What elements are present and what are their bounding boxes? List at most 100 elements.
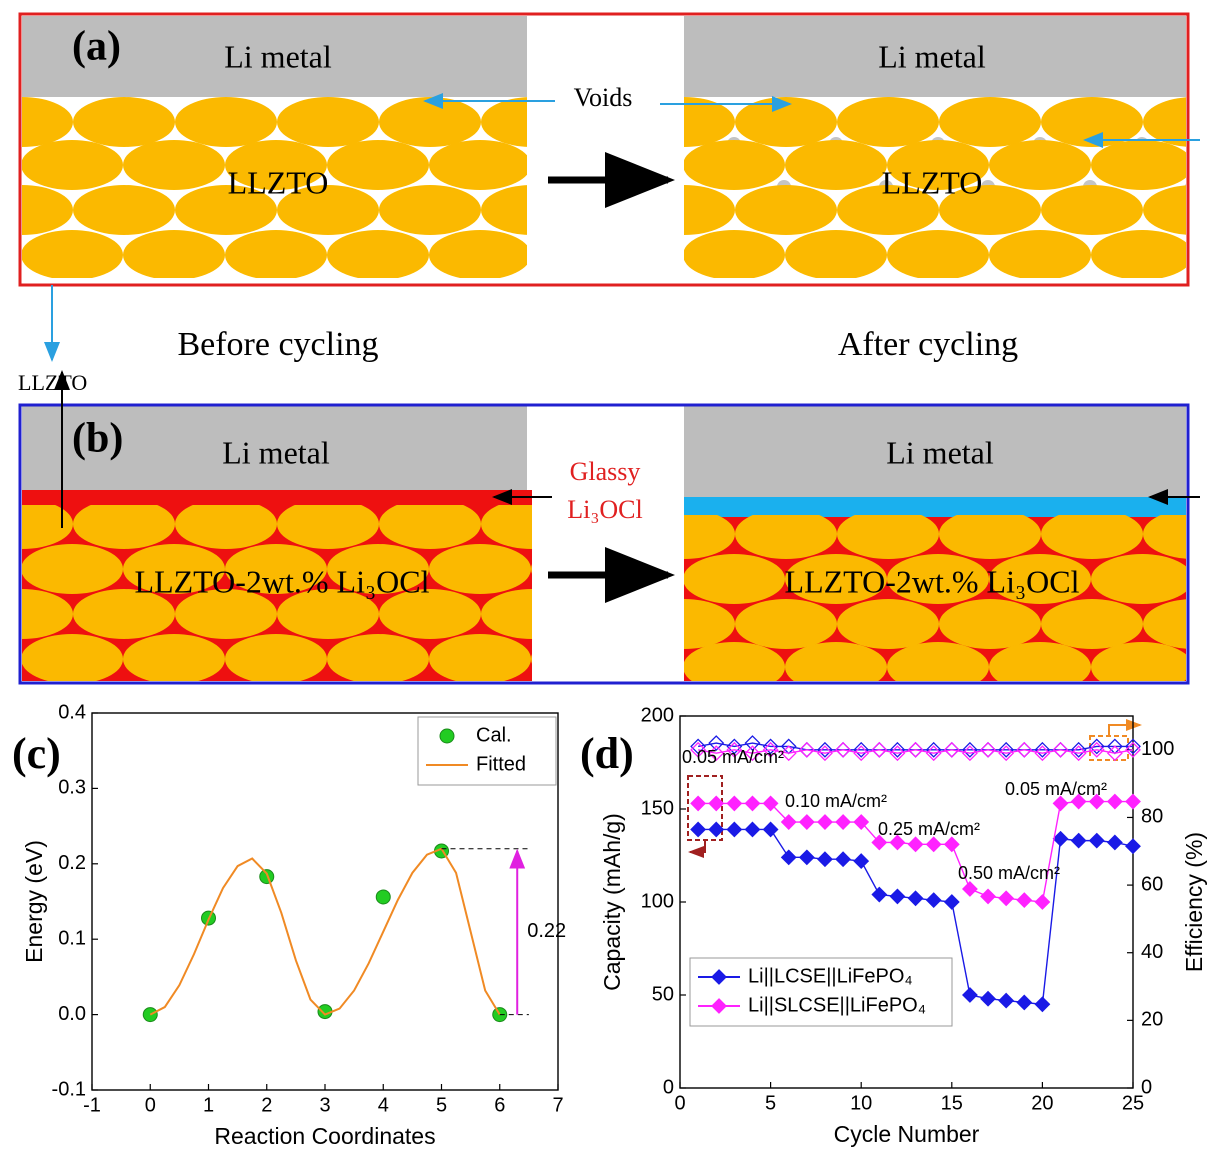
grain: [175, 97, 277, 147]
grain: [735, 599, 837, 649]
layer-label: LLZTO: [882, 164, 983, 200]
grain: [531, 544, 633, 594]
panel-label: (c): [12, 729, 61, 778]
layer-label: Li metal: [886, 434, 994, 470]
grain: [379, 499, 481, 549]
grain: [683, 554, 785, 604]
y-tick-label: 0.1: [58, 927, 86, 949]
data-point: [872, 888, 886, 902]
data-point: [1035, 997, 1049, 1011]
data-point: [927, 837, 941, 851]
x-tick-label: 5: [436, 1094, 447, 1116]
grain: [21, 140, 123, 190]
y-tick-label: 200: [641, 704, 674, 726]
data-point: [836, 852, 850, 866]
grain: [1091, 554, 1193, 604]
layer-label: Li metal: [224, 38, 332, 74]
y2-tick-label: 0: [1141, 1076, 1152, 1098]
grain: [735, 185, 837, 235]
panel-label: (a): [72, 24, 121, 70]
y-tick-label: 100: [641, 890, 674, 912]
grain: [123, 230, 225, 280]
annotation: 0.05 mA/cm²: [682, 747, 784, 767]
layer-label: LLZTO-2wt.% Li₃OCl: [135, 563, 430, 599]
layer-label: Li metal: [878, 38, 986, 74]
data-point: [727, 822, 741, 836]
data-point: [1072, 834, 1086, 848]
x-tick-label: 0: [145, 1094, 156, 1116]
grain: [785, 140, 887, 190]
grain: [735, 509, 837, 559]
annotation: 0.25 mA/cm²: [878, 819, 980, 839]
grain: [21, 634, 123, 684]
y2-tick-label: 20: [1141, 1009, 1163, 1031]
grain: [785, 230, 887, 280]
grain: [277, 97, 379, 147]
grain: [1193, 642, 1211, 692]
x-tick-label: 5: [765, 1092, 776, 1114]
grain: [21, 230, 123, 280]
layer-label: LLZTO: [228, 164, 329, 200]
figure: (a) Li metal Li metal Voids LLZTO LLZTO …: [0, 0, 1211, 1153]
y2-tick-label: 40: [1141, 941, 1163, 963]
data-point: [1108, 835, 1122, 849]
y2-tick-label: 100: [1141, 738, 1174, 760]
grain: [633, 599, 735, 649]
interlayer-label: Li₃OCl: [567, 495, 643, 524]
y-tick-label: 0.4: [58, 701, 86, 723]
data-point: [1126, 839, 1140, 853]
voids-label: Voids: [574, 83, 633, 112]
data-point: [963, 882, 977, 896]
y-tick-label: 150: [641, 797, 674, 819]
x-tick-label: 0: [674, 1092, 685, 1114]
grain: [277, 499, 379, 549]
panel-label: (d): [580, 729, 634, 778]
grain: [73, 499, 175, 549]
data-point: [945, 837, 959, 851]
data-point: [981, 992, 995, 1006]
arrow: [690, 840, 705, 852]
grain: [327, 140, 429, 190]
series-line: [150, 849, 500, 1015]
y-tick-label: 0.3: [58, 777, 86, 799]
side-label: LLZTO: [18, 370, 87, 395]
glassy-layer: [684, 497, 1186, 517]
caption: After cycling: [838, 326, 1018, 363]
grain: [429, 230, 531, 280]
data-point: [376, 890, 390, 904]
legend-label: Li||LCSE||LiFePO₄: [748, 965, 913, 987]
grain: [1041, 509, 1143, 559]
grain: [531, 634, 633, 684]
x-tick-label: 15: [941, 1092, 963, 1114]
grain: [531, 230, 633, 280]
grain: [989, 140, 1091, 190]
y2-tick-label: 80: [1141, 806, 1163, 828]
layer-label: Li metal: [222, 434, 330, 470]
page: body { margin: 0; width: 1211px; height:…: [0, 0, 1211, 1153]
grain: [175, 499, 277, 549]
x-tick-label: 2: [261, 1094, 272, 1116]
grain: [1091, 140, 1193, 190]
grain: [837, 509, 939, 559]
charts: -101234567-0.10.00.10.20.30.4Reaction Co…: [12, 701, 1207, 1149]
grain: [887, 230, 989, 280]
arrow: [1109, 725, 1140, 736]
grain: [21, 544, 123, 594]
data-point: [727, 796, 741, 810]
grain: [327, 230, 429, 280]
grain: [481, 589, 583, 639]
panel-label: (b): [72, 416, 123, 462]
x-tick-label: 20: [1031, 1092, 1053, 1114]
data-point: [745, 822, 759, 836]
grain: [481, 97, 583, 147]
data-point: [818, 815, 832, 829]
data-point: [1017, 995, 1031, 1009]
grain: [429, 634, 531, 684]
y-tick-label: 50: [652, 983, 674, 1005]
barrier-label: 0.22: [527, 920, 566, 942]
y-tick-label: -0.1: [52, 1078, 86, 1100]
grain: [429, 140, 531, 190]
grain: [73, 185, 175, 235]
x-axis-label: Reaction Coordinates: [214, 1123, 435, 1149]
layer-label: LLZTO-2wt.% Li₃OCl: [785, 563, 1080, 599]
